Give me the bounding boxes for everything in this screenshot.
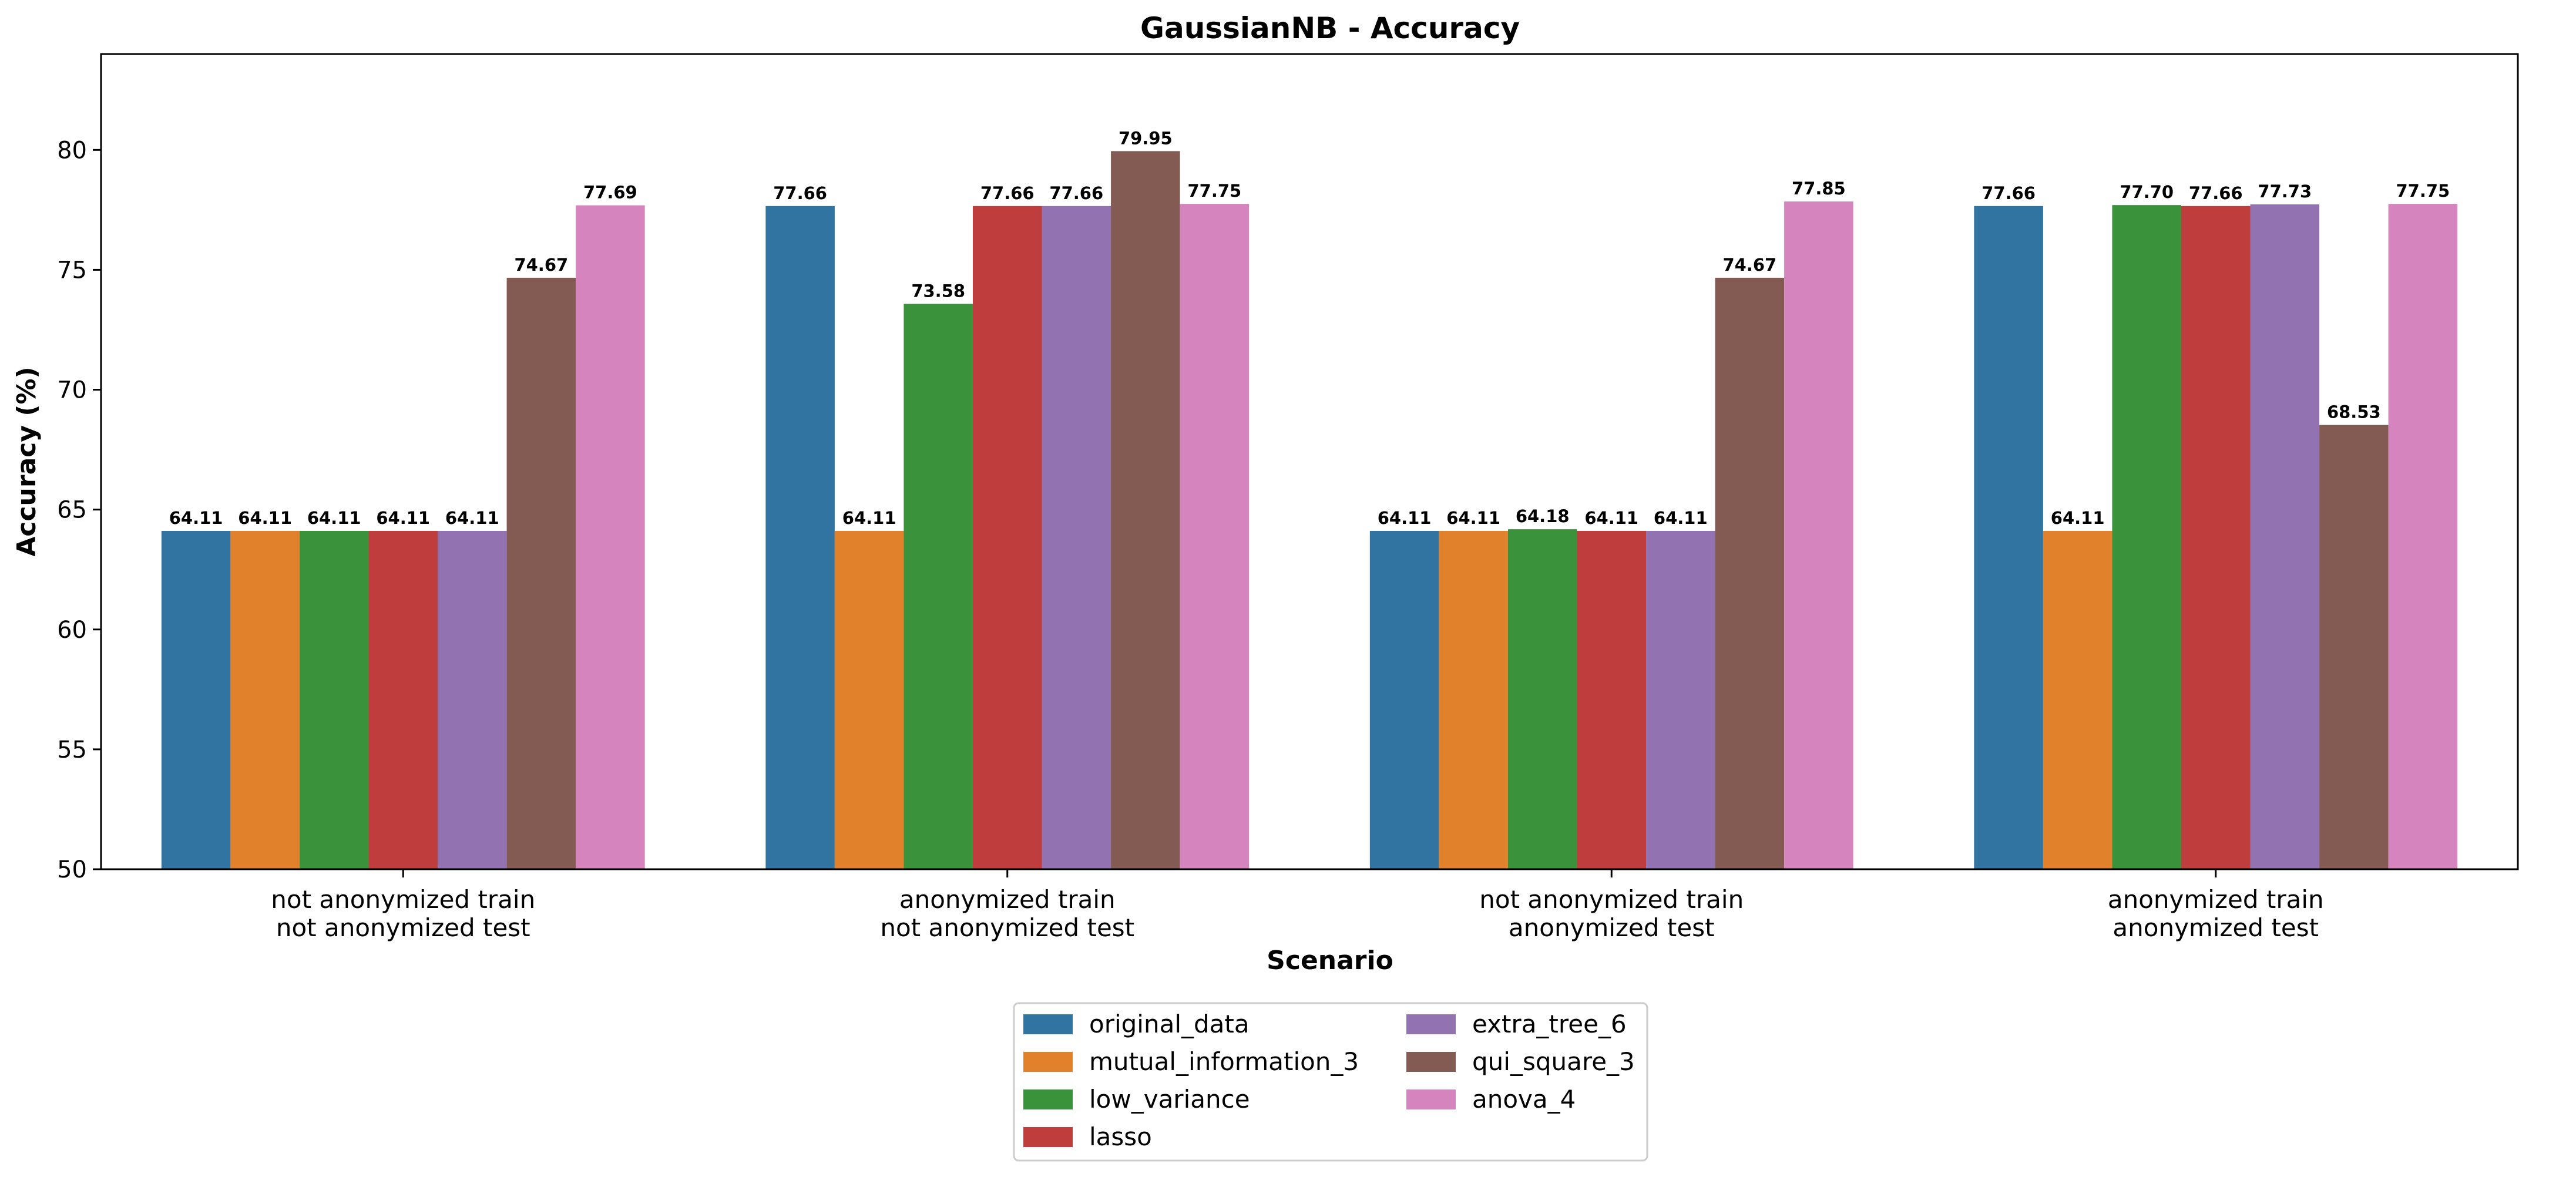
legend-label-extra_tree_6: extra_tree_6 bbox=[1472, 1010, 1627, 1038]
x-tick-label: not anonymized test bbox=[276, 913, 530, 942]
bar-lasso-1 bbox=[972, 206, 1042, 869]
legend-swatch-lasso bbox=[1023, 1127, 1073, 1147]
value-label-anova_4-0: 77.69 bbox=[583, 183, 637, 203]
bar-qui_square_3-3 bbox=[2319, 425, 2389, 869]
value-label-lasso-0: 64.11 bbox=[376, 508, 430, 528]
y-axis-ticks: 50 55 60 65 70 75 80 bbox=[57, 137, 101, 883]
bar-lasso-0 bbox=[368, 530, 438, 869]
legend: original_data mutual_information_3 low_var… bbox=[1013, 1002, 1648, 1162]
bar-original_data-0 bbox=[161, 530, 231, 869]
value-label-lasso-1: 77.66 bbox=[980, 183, 1035, 203]
value-label-mutual_information_3-1: 64.11 bbox=[842, 508, 896, 528]
value-label-lasso-2: 64.11 bbox=[1584, 508, 1638, 528]
bar-original_data-3 bbox=[1974, 206, 2043, 869]
bar-extra_tree_6-0 bbox=[438, 530, 507, 869]
bar-lasso-2 bbox=[1577, 530, 1647, 869]
bar-anova_4-1 bbox=[1180, 204, 1250, 869]
value-label-extra_tree_6-1: 77.66 bbox=[1049, 183, 1103, 203]
bar-anova_4-3 bbox=[2388, 204, 2458, 869]
y-tick-label: 75 bbox=[57, 257, 87, 284]
legend-label-low_variance: low_variance bbox=[1089, 1085, 1250, 1114]
value-label-qui_square_3-1: 79.95 bbox=[1119, 128, 1173, 148]
bar-anova_4-2 bbox=[1784, 201, 1853, 869]
x-axis-label: Scenario bbox=[1267, 946, 1393, 976]
bar-anova_4-0 bbox=[576, 205, 645, 870]
legend-swatch-mutual_information_3 bbox=[1023, 1052, 1073, 1072]
legend-label-mutual_information_3: mutual_information_3 bbox=[1089, 1047, 1359, 1076]
value-label-mutual_information_3-2: 64.11 bbox=[1446, 508, 1500, 528]
legend-swatch-extra_tree_6 bbox=[1406, 1014, 1456, 1034]
legend-label-original_data: original_data bbox=[1089, 1010, 1250, 1038]
x-tick-label: not anonymized train bbox=[271, 885, 535, 914]
x-tick-label: not anonymized train bbox=[1479, 885, 1744, 914]
y-tick-label: 60 bbox=[57, 617, 87, 644]
bar-extra_tree_6-1 bbox=[1042, 206, 1111, 869]
bar-original_data-1 bbox=[765, 206, 835, 869]
x-tick-label: anonymized train bbox=[899, 885, 1116, 914]
legend-swatch-low_variance bbox=[1023, 1089, 1073, 1109]
chart-title: GaussianNB - Accuracy bbox=[1140, 11, 1520, 45]
bar-low_variance-2 bbox=[1507, 529, 1577, 869]
value-label-qui_square_3-3: 68.53 bbox=[2327, 402, 2381, 422]
y-tick-label: 65 bbox=[57, 497, 87, 524]
bars-layer bbox=[161, 151, 2458, 870]
legend-swatch-qui_square_3 bbox=[1406, 1052, 1456, 1072]
value-label-extra_tree_6-3: 77.73 bbox=[2258, 181, 2312, 201]
legend-label-anova_4: anova_4 bbox=[1472, 1085, 1576, 1114]
value-labels-layer: 64.11 77.66 64.11 77.66 64.11 64.11 64.11 64.11… bbox=[169, 128, 2450, 528]
legend-frame bbox=[1013, 1002, 1648, 1162]
value-label-qui_square_3-0: 74.67 bbox=[514, 255, 568, 275]
legend-swatch-anova_4 bbox=[1406, 1089, 1456, 1109]
bar-mutual_information_3-2 bbox=[1439, 530, 1508, 869]
x-tick-label: anonymized test bbox=[2112, 913, 2319, 942]
plot-frame bbox=[100, 53, 2519, 870]
bar-mutual_information_3-3 bbox=[2043, 530, 2112, 869]
value-label-mutual_information_3-3: 64.11 bbox=[2051, 508, 2105, 528]
x-tick-label: anonymized train bbox=[2108, 885, 2324, 914]
value-label-original_data-0: 64.11 bbox=[169, 508, 223, 528]
y-axis-label: Accuracy (%) bbox=[12, 366, 42, 556]
bar-qui_square_3-1 bbox=[1111, 151, 1180, 869]
value-label-low_variance-2: 64.18 bbox=[1516, 506, 1570, 526]
bar-qui_square_3-0 bbox=[506, 277, 576, 869]
bar-lasso-3 bbox=[2181, 206, 2251, 869]
bar-extra_tree_6-2 bbox=[1646, 530, 1715, 869]
value-label-original_data-3: 77.66 bbox=[1981, 183, 2036, 203]
y-tick-label: 70 bbox=[57, 377, 87, 404]
value-label-low_variance-1: 73.58 bbox=[911, 281, 965, 301]
value-label-extra_tree_6-2: 64.11 bbox=[1654, 508, 1708, 528]
bar-extra_tree_6-3 bbox=[2250, 204, 2320, 870]
value-label-low_variance-3: 77.70 bbox=[2120, 182, 2174, 202]
x-tick-label: not anonymized test bbox=[880, 913, 1134, 942]
value-label-original_data-2: 64.11 bbox=[1378, 508, 1432, 528]
bar-mutual_information_3-1 bbox=[834, 530, 904, 869]
bar-original_data-2 bbox=[1369, 530, 1439, 869]
y-tick-label: 50 bbox=[57, 856, 87, 883]
x-tick-label: anonymized test bbox=[1509, 913, 1715, 942]
legend-swatch-original_data bbox=[1023, 1014, 1073, 1034]
bar-low_variance-1 bbox=[904, 304, 973, 869]
bar-qui_square_3-2 bbox=[1715, 277, 1785, 869]
value-label-anova_4-3: 77.75 bbox=[2396, 181, 2450, 201]
bar-low_variance-3 bbox=[2112, 205, 2181, 869]
value-label-anova_4-1: 77.75 bbox=[1188, 181, 1242, 201]
legend-label-qui_square_3: qui_square_3 bbox=[1472, 1047, 1635, 1076]
value-label-mutual_information_3-0: 64.11 bbox=[238, 508, 292, 528]
value-label-extra_tree_6-0: 64.11 bbox=[445, 508, 499, 528]
y-tick-label: 80 bbox=[57, 137, 87, 164]
y-tick-label: 55 bbox=[57, 737, 87, 764]
bar-mutual_information_3-0 bbox=[230, 530, 300, 869]
bar-low_variance-0 bbox=[299, 530, 369, 869]
value-label-anova_4-2: 77.85 bbox=[1792, 179, 1846, 199]
legend-label-lasso: lasso bbox=[1089, 1122, 1152, 1151]
value-label-original_data-1: 77.66 bbox=[773, 183, 827, 203]
value-label-qui_square_3-2: 74.67 bbox=[1722, 255, 1776, 275]
value-label-lasso-3: 77.66 bbox=[2189, 183, 2243, 203]
value-label-low_variance-0: 64.11 bbox=[307, 508, 361, 528]
